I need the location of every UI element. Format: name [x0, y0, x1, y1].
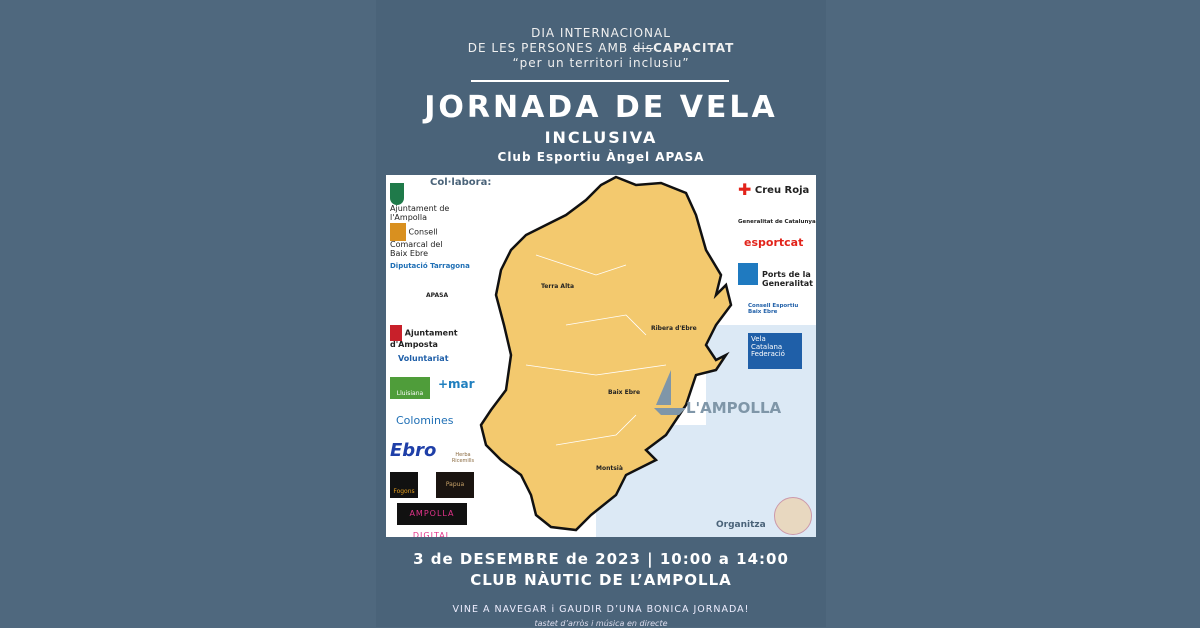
- logo-creu-roja: ✚ Creu Roja: [738, 181, 809, 199]
- header-prefix: DE LES PERSONES AMB: [467, 41, 633, 55]
- poster-title: JORNADA DE VELA: [424, 90, 778, 125]
- region-map: [479, 175, 733, 532]
- logo-herba: Herba Ricemills: [451, 452, 475, 464]
- logo-consell-comarcal: Consell Comarcal del Baix Ebre: [390, 223, 460, 259]
- sailboat-icon: [656, 370, 671, 405]
- extras-text: tastet d’arròs i música en directe: [534, 619, 668, 628]
- logo-consell-esportiu: Consell Esportiu Baix Ebre: [748, 303, 799, 316]
- header-slogan: “per un territori inclusiu”: [512, 56, 690, 70]
- red-cross-icon: ✚: [738, 180, 752, 199]
- region-label: Baix Ebre: [608, 389, 641, 396]
- logo-apasa: APASA: [426, 292, 449, 299]
- logo-voluntariat: Voluntariat: [398, 354, 449, 363]
- terres-de-l-ebre-map: [479, 175, 733, 532]
- header-strike: dis: [632, 41, 654, 55]
- header-bold: CAPACITAT: [653, 41, 735, 55]
- map-card: Terra Alta Ribera d'Ebre Baix Ebre Monts…: [386, 175, 816, 537]
- logo-esportcat: esportcat: [744, 236, 804, 249]
- logo-papua: Papua: [436, 472, 474, 498]
- logo-vela-catalana: Vela Catalana Federació: [748, 333, 802, 369]
- logo-colomines: Colomines: [396, 414, 454, 427]
- logo-fogons: Fogons: [390, 472, 418, 498]
- logo-ajuntament-ampolla: Ajuntament de l'Ampolla: [390, 183, 450, 223]
- region-label: Terra Alta: [541, 283, 575, 290]
- logo-text: Creu Roja: [754, 184, 810, 196]
- logo-mes-mar: +mar: [438, 377, 475, 391]
- region-label: Ribera d'Ebre: [651, 325, 697, 332]
- club-esportiu-logo: [774, 497, 812, 535]
- logo-ampolla-digital: AMPOLLA DIGITAL: [397, 503, 467, 537]
- club-name: Club Esportiu Àngel APASA: [497, 150, 705, 164]
- boat-hull-icon: [654, 408, 686, 415]
- logo-lluisiana: Lluisiana: [390, 377, 430, 399]
- logo-generalitat: Generalitat de Catalunya: [738, 219, 816, 225]
- collabora-label: Col·labora:: [430, 177, 492, 188]
- region-label: Montsià: [596, 465, 623, 472]
- logo-text: Ajuntament de l'Ampolla: [390, 204, 450, 222]
- event-venue: CLUB NÀUTIC DE L’AMPOLLA: [470, 571, 732, 589]
- logo-ports: Ports de la Generalitat: [762, 270, 813, 288]
- organitza-label: Organitza: [716, 520, 766, 530]
- region-borders: [525, 254, 667, 446]
- logo-ajuntament-amposta: Ajuntament d'Amposta: [390, 325, 460, 350]
- logo-text: Ajuntament d'Amposta: [390, 328, 458, 349]
- town-logo: L'AMPOLLA: [686, 399, 782, 417]
- divider: [471, 80, 729, 82]
- logo-ebro: Ebro: [390, 440, 437, 461]
- logo-diputacio: Diputació Tarragona: [390, 262, 470, 270]
- poster-subtitle: INCLUSIVA: [544, 128, 658, 147]
- header-line-1: DIA INTERNACIONAL: [531, 26, 671, 40]
- invite-text: VINE A NAVEGAR i GAUDIR D’UNA BONICA JOR…: [452, 604, 750, 615]
- ports-icon: [738, 263, 758, 285]
- event-date: 3 de DESEMBRE de 2023 | 10:00 a 14:00: [413, 550, 789, 568]
- event-poster: DIA INTERNACIONAL DE LES PERSONES AMB di…: [376, 0, 826, 628]
- logo-text: Consell Comarcal del Baix Ebre: [390, 227, 443, 258]
- header-line-2: DE LES PERSONES AMB disCAPACITAT: [376, 41, 826, 55]
